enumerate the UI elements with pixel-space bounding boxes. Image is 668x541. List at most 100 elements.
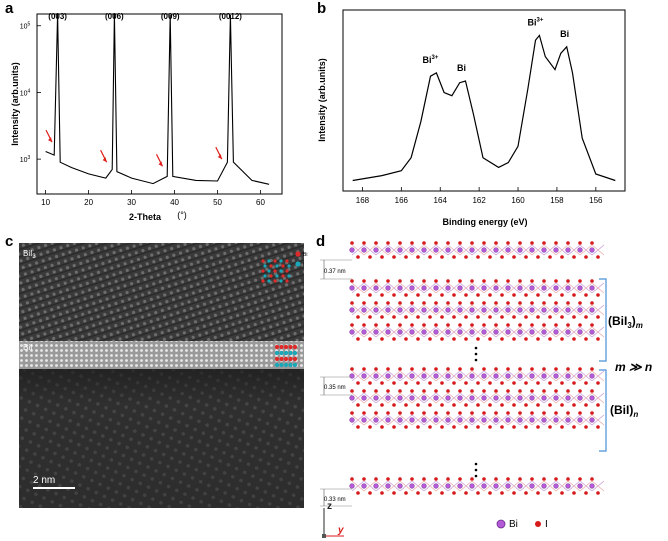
i-atom	[536, 491, 540, 495]
i-atom	[482, 389, 486, 393]
bi-atom	[397, 395, 403, 401]
i-atom	[488, 293, 492, 297]
bi-atom	[409, 329, 415, 335]
bi-atom	[541, 247, 547, 253]
bi-atom	[397, 307, 403, 313]
i-atom	[506, 477, 510, 481]
stem-inset-atom	[281, 264, 285, 268]
i-atom	[542, 477, 546, 481]
stem-legend-i: I	[303, 262, 304, 268]
i-atom	[380, 425, 384, 429]
i-atom	[350, 389, 354, 393]
xrd-y-tick-label: 104	[20, 88, 31, 97]
i-atom	[380, 403, 384, 407]
i-atom	[590, 301, 594, 305]
bi-atom	[493, 395, 499, 401]
i-atom	[476, 425, 480, 429]
i-atom	[554, 279, 558, 283]
i-atom	[482, 279, 486, 283]
i-atom	[554, 241, 558, 245]
stem-inset-atom	[267, 269, 271, 273]
xrd-peak-label: (006)	[105, 12, 124, 21]
i-atom	[392, 381, 396, 385]
stem-label-bii: BiI	[23, 343, 32, 352]
bi-atom	[385, 285, 391, 291]
i-atom	[560, 425, 564, 429]
stem-inset-atom	[275, 274, 279, 278]
i-atom	[392, 491, 396, 495]
stem-inset-atom	[263, 274, 267, 278]
bi-atom	[421, 329, 427, 335]
i-atom	[446, 241, 450, 245]
stem-inset-atom	[292, 356, 298, 362]
bi-atom	[517, 395, 523, 401]
stem-inset-atom	[279, 344, 284, 350]
bi-atom	[553, 307, 559, 313]
xps-chart: 168 166 164 162 160 158 156 Bi3+ Bi Bi3+ Bi Inten…	[317, 9, 626, 227]
i-atom	[428, 255, 432, 259]
bi-atom	[517, 483, 523, 489]
i-atom	[512, 337, 516, 341]
bi-atom	[589, 483, 595, 489]
i-atom	[452, 491, 456, 495]
i-atom	[500, 491, 504, 495]
i-atom	[548, 315, 552, 319]
bi-atom	[577, 395, 583, 401]
i-atom	[512, 293, 516, 297]
bi-atom	[361, 483, 367, 489]
bi-atom	[433, 307, 439, 313]
bi-atom	[457, 417, 463, 423]
bi-atom	[553, 247, 559, 253]
i-atom	[554, 389, 558, 393]
i-atom	[422, 279, 426, 283]
i-atom	[578, 389, 582, 393]
xrd-x-tick-label: 10	[41, 198, 50, 207]
axis-z-label: z	[327, 501, 332, 512]
i-atom	[530, 301, 534, 305]
i-atom	[470, 477, 474, 481]
stem-inset-atom	[287, 274, 291, 278]
i-atom	[386, 241, 390, 245]
i-atom	[380, 255, 384, 259]
stem-inset-atom	[274, 344, 280, 350]
bi-atom	[517, 373, 523, 379]
bi-atom	[457, 285, 463, 291]
bi-atom	[481, 247, 487, 253]
xps-x-tick-label: 168	[356, 196, 370, 205]
i-atom	[350, 477, 354, 481]
i-atom	[596, 403, 600, 407]
bi-atom	[373, 483, 379, 489]
xrd-red-arrowhead	[102, 157, 107, 163]
i-atom	[350, 279, 354, 283]
i-atom	[452, 403, 456, 407]
i-atom	[476, 337, 480, 341]
spacing-marker-3: 0.33 nm	[320, 488, 352, 507]
spacing-label-1: 0.37 nm	[324, 269, 346, 275]
bi-atom	[445, 307, 451, 313]
stem-inset-atom	[275, 264, 279, 268]
i-atom	[512, 315, 516, 319]
i-atom	[410, 241, 414, 245]
spacing-label-2: 0.35 nm	[324, 385, 346, 391]
i-atom	[374, 279, 378, 283]
i-atom	[506, 279, 510, 283]
stem-scalebar-label: 2 nm	[33, 475, 55, 486]
bi-atom	[517, 329, 523, 335]
stem-inset-atom	[287, 264, 291, 268]
i-atom	[542, 367, 546, 371]
bi-atom	[481, 395, 487, 401]
i-atom	[500, 337, 504, 341]
i-atom	[518, 301, 522, 305]
i-atom	[524, 337, 528, 341]
bi-atom	[469, 373, 475, 379]
i-atom	[446, 477, 450, 481]
i-atom	[476, 381, 480, 385]
i-atom	[458, 389, 462, 393]
i-atom	[404, 403, 408, 407]
xrd-x-tick-label: 20	[84, 198, 93, 207]
bi-atom	[445, 285, 451, 291]
i-atom	[518, 389, 522, 393]
i-atom	[434, 241, 438, 245]
bi-atom	[445, 483, 451, 489]
stem-inset-atom	[285, 279, 289, 283]
